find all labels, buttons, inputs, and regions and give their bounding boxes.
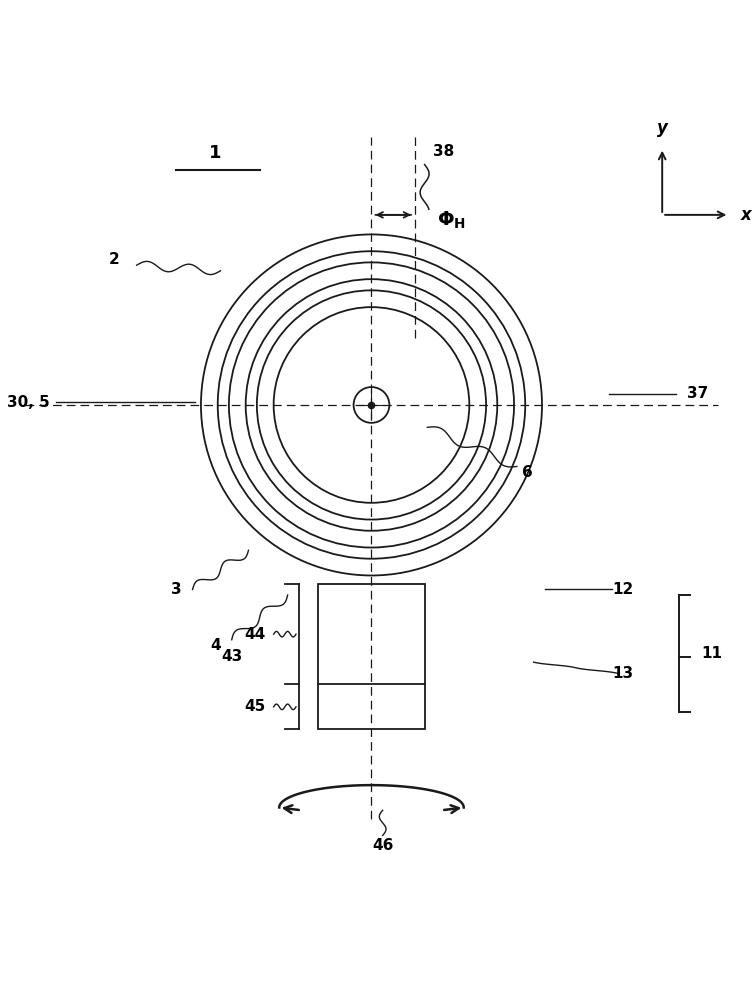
Text: x: x (740, 206, 751, 224)
Text: 13: 13 (612, 666, 633, 681)
Text: $\mathbf{\Phi_H}$: $\mathbf{\Phi_H}$ (437, 210, 466, 231)
Text: 38: 38 (433, 144, 454, 159)
Text: 2: 2 (109, 252, 120, 267)
Text: 6: 6 (523, 465, 533, 480)
Text: y: y (657, 119, 668, 137)
Text: 46: 46 (372, 838, 393, 853)
Text: 3: 3 (171, 582, 181, 597)
Bar (319, 584, 425, 729)
Text: 1: 1 (209, 144, 221, 162)
Text: 12: 12 (612, 582, 633, 597)
Text: 43: 43 (221, 649, 243, 664)
Text: 4: 4 (210, 638, 221, 653)
Text: 44: 44 (244, 627, 265, 642)
Text: 37: 37 (687, 386, 709, 401)
Text: 30, 5: 30, 5 (8, 395, 50, 410)
Text: 11: 11 (701, 646, 722, 661)
Text: 45: 45 (244, 699, 265, 714)
